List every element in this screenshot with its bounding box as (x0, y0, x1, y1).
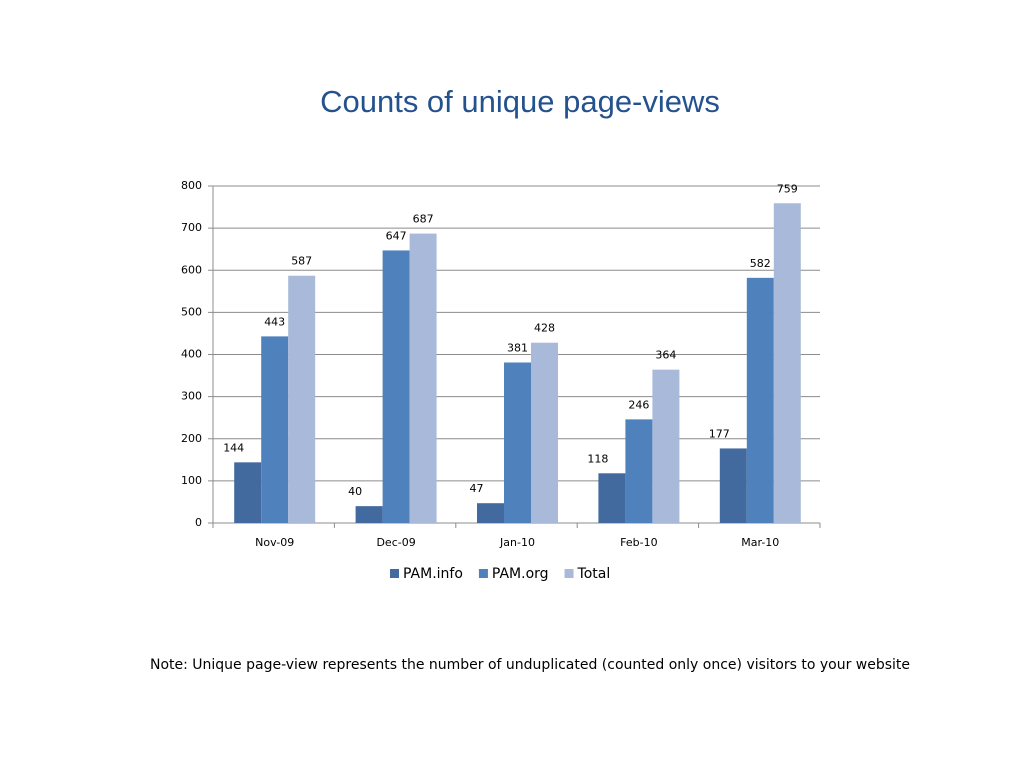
value-label: 428 (534, 322, 555, 335)
bar (625, 419, 653, 523)
bar (288, 275, 316, 523)
bar (504, 362, 531, 523)
y-tick-label: 400 (181, 348, 202, 361)
note: Note: Unique page-view represents the nu… (150, 657, 910, 673)
y-tick-label: 800 (181, 179, 202, 192)
bar (652, 369, 680, 523)
value-label: 118 (587, 452, 608, 465)
bar (477, 503, 504, 523)
y-tick-label: 100 (181, 474, 202, 487)
value-label: 443 (264, 315, 285, 328)
x-tick-label: Jan-10 (499, 536, 535, 549)
value-label: 364 (655, 349, 676, 362)
value-label: 177 (709, 427, 730, 440)
bar (409, 233, 437, 523)
legend-swatch (564, 569, 574, 578)
value-label: 144 (223, 441, 244, 454)
legend-swatch (478, 569, 488, 578)
legend-label: PAM.info (403, 566, 463, 582)
bar (531, 342, 558, 523)
value-label: 40 (348, 485, 362, 498)
value-label: 246 (628, 398, 649, 411)
value-label: 47 (470, 482, 484, 495)
value-label: 759 (777, 182, 798, 195)
y-tick-label: 0 (195, 516, 202, 529)
legend-label: PAM.org (492, 566, 549, 582)
bar (773, 203, 801, 524)
legend-label: Total (577, 566, 611, 582)
value-label: 587 (291, 255, 312, 268)
x-tick-label: Dec-09 (376, 536, 415, 549)
x-tick-label: Feb-10 (620, 536, 657, 549)
bar (746, 277, 774, 523)
y-tick-label: 200 (181, 432, 202, 445)
chart-title: Counts of unique page-views (320, 84, 720, 119)
bar (719, 448, 747, 523)
y-tick-label: 600 (181, 263, 202, 276)
bar (382, 250, 410, 524)
value-label: 687 (413, 213, 434, 226)
x-tick-label: Mar-10 (741, 536, 779, 549)
bar (234, 462, 262, 523)
y-tick-label: 500 (181, 305, 202, 318)
legend-swatch (390, 569, 399, 578)
bar (261, 336, 289, 523)
bar (355, 506, 383, 523)
value-label: 381 (507, 342, 528, 355)
value-label: 647 (386, 229, 407, 242)
x-tick-label: Nov-09 (255, 536, 294, 549)
y-tick-label: 300 (181, 390, 202, 403)
y-tick-label: 700 (181, 221, 202, 234)
bar (598, 473, 626, 523)
value-label: 582 (750, 257, 771, 270)
